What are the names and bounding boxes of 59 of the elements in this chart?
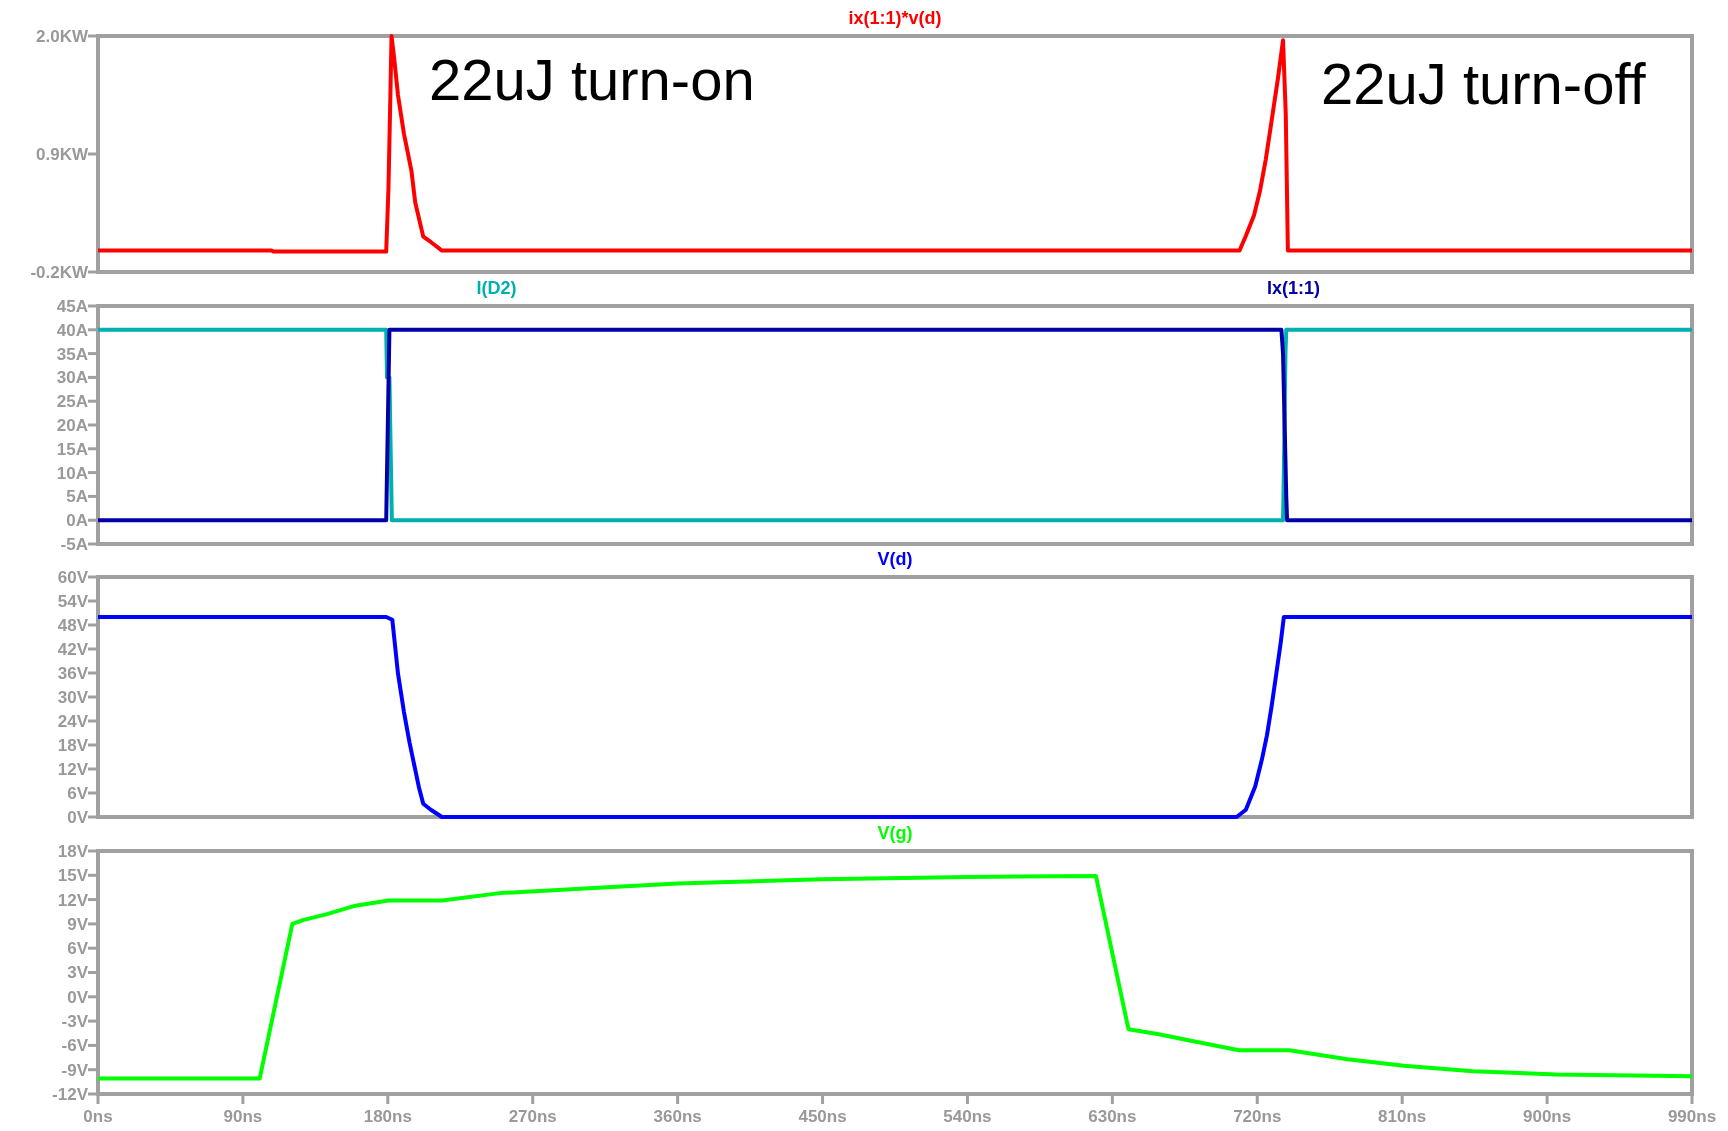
y-tick-label: 0V (67, 987, 89, 1007)
x-tick-label: 630ns (1088, 1107, 1137, 1126)
x-tick-label: 720ns (1233, 1107, 1282, 1126)
y-tick-label: -0.2KW (30, 262, 89, 282)
y-tick-label: -12V (52, 1084, 89, 1104)
y-tick-label: 6V (67, 783, 89, 803)
y-tick-label: 0V (67, 807, 89, 827)
y-tick-label: 36V (57, 663, 89, 683)
y-tick-label: 40A (56, 320, 88, 340)
annotation: 22uJ turn-off (1321, 51, 1647, 117)
y-tick-label: 25A (56, 392, 88, 412)
y-tick-label: 60V (57, 567, 89, 587)
y-tick-label: 12V (57, 759, 89, 779)
y-tick-label: 2.0KW (36, 26, 89, 46)
y-tick-label: 42V (57, 639, 89, 659)
y-tick-label: 0A (66, 511, 88, 531)
y-tick-label: -6V (61, 1036, 89, 1056)
y-tick-label: 24V (57, 711, 89, 731)
y-tick-label: 6V (67, 939, 89, 959)
y-tick-label: 10A (56, 463, 88, 483)
x-tick-label: 900ns (1522, 1107, 1572, 1126)
series-label: V(g) (877, 823, 913, 843)
y-tick-label: 30V (57, 687, 89, 707)
y-tick-label: -5A (60, 534, 88, 554)
y-tick-label: 18V (57, 841, 89, 861)
y-tick-label: 15A (56, 439, 88, 459)
x-tick-label: 810ns (1378, 1107, 1427, 1126)
text: ix(1:1)*v(d) (848, 8, 942, 28)
y-tick-label: 0.9KW (36, 144, 89, 164)
annotation: 22uJ turn-on (429, 47, 755, 112)
y-tick-label: 54V (57, 591, 89, 611)
x-tick-label: 450ns (798, 1107, 847, 1126)
x-tick-label: 540ns (943, 1107, 992, 1126)
line-series (98, 615, 1692, 819)
x-tick-label: 360ns (653, 1107, 702, 1126)
series-label: Ix(1:1) (1266, 278, 1321, 298)
y-tick-label: 35A (56, 344, 88, 364)
y-tick-label: 48V (57, 615, 89, 635)
y-tick-label: 15V (57, 866, 89, 886)
y-tick-label: 20A (56, 415, 88, 435)
y-tick-label: 3V (67, 963, 89, 983)
y-tick-label: 18V (57, 735, 89, 755)
x-tick-label: 270ns (508, 1107, 557, 1126)
y-tick-label: 45A (56, 296, 88, 316)
y-tick-label: 5A (66, 487, 88, 507)
y-tick-label: 9V (67, 914, 89, 934)
text: V(d) (877, 549, 913, 569)
y-tick-label: -3V (61, 1012, 89, 1032)
x-tick-label: 0ns (83, 1107, 113, 1126)
x-tick-label: 180ns (363, 1107, 412, 1126)
x-tick-label: 90ns (223, 1107, 263, 1126)
text: I(D2) (476, 278, 517, 298)
y-tick-label: 12V (57, 890, 89, 910)
line-series (98, 874, 1692, 1081)
y-tick-label: -9V (61, 1060, 89, 1080)
line-series (98, 327, 1692, 523)
y-tick-label: 30A (56, 368, 88, 388)
x-tick-label: 990ns (1667, 1107, 1717, 1126)
line-series (98, 34, 1692, 254)
